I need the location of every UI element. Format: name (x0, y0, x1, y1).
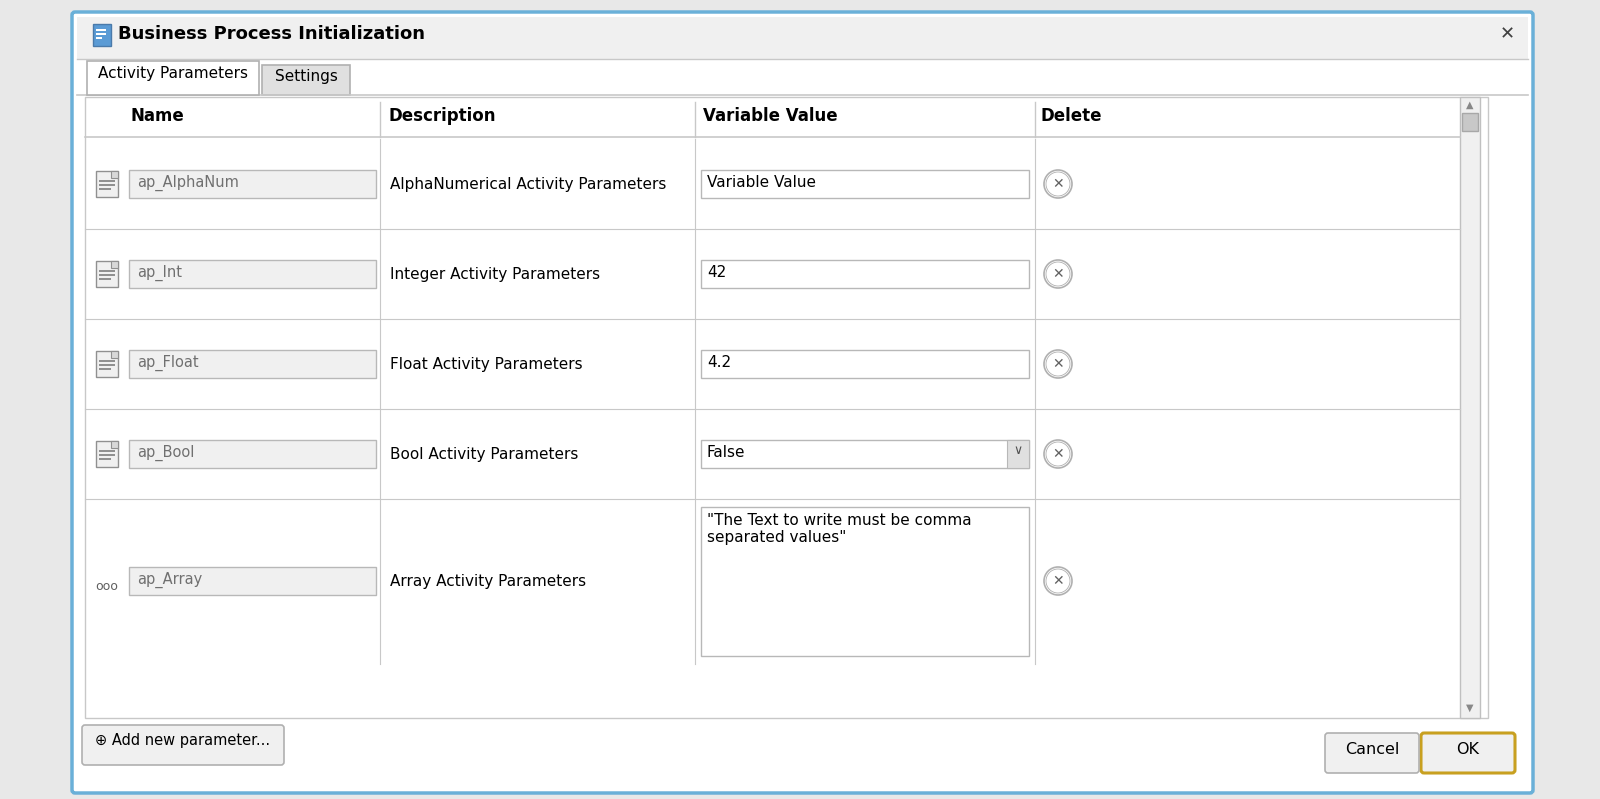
Text: False: False (707, 445, 746, 460)
Bar (99, 458, 110, 460)
Bar (130, 567, 376, 595)
Text: ✕: ✕ (1501, 25, 1515, 43)
Text: ap_Int: ap_Int (138, 265, 182, 281)
Bar (99, 454, 115, 456)
Circle shape (1046, 262, 1070, 286)
Text: ⊕ Add new parameter...: ⊕ Add new parameter... (96, 733, 270, 748)
Bar (701, 440, 1029, 468)
Bar (93, 24, 110, 46)
Bar (96, 261, 118, 287)
Bar (96, 171, 118, 197)
Text: Delete: Delete (1040, 107, 1101, 125)
Bar (86, 61, 259, 95)
Bar (130, 440, 376, 468)
Bar (110, 261, 118, 268)
Text: Variable Value: Variable Value (707, 175, 816, 190)
Bar (99, 270, 115, 272)
Text: Array Activity Parameters: Array Activity Parameters (390, 574, 586, 589)
Bar (1006, 440, 1029, 468)
Bar (110, 441, 118, 448)
Text: Bool Activity Parameters: Bool Activity Parameters (390, 447, 578, 462)
Text: ∨: ∨ (1013, 444, 1022, 457)
Text: ✕: ✕ (1053, 357, 1064, 371)
Circle shape (1043, 350, 1072, 378)
Bar (701, 260, 1029, 288)
Text: ap_Array: ap_Array (138, 572, 202, 588)
Bar (96, 33, 106, 35)
Bar (96, 37, 102, 39)
Text: Integer Activity Parameters: Integer Activity Parameters (390, 267, 600, 282)
Text: "The Text to write must be comma
separated values": "The Text to write must be comma separat… (707, 513, 971, 546)
Bar (130, 170, 376, 198)
Bar (99, 364, 115, 366)
FancyBboxPatch shape (82, 725, 285, 765)
Text: 4.2: 4.2 (707, 355, 731, 370)
FancyBboxPatch shape (1421, 733, 1515, 773)
Bar (99, 278, 110, 280)
Text: AlphaNumerical Activity Parameters: AlphaNumerical Activity Parameters (390, 177, 666, 192)
Bar (701, 507, 1029, 656)
Bar (110, 351, 118, 358)
Bar (85, 97, 1488, 718)
Text: OK: OK (1456, 742, 1480, 757)
Bar (99, 360, 115, 362)
Bar (99, 368, 110, 370)
Bar (110, 171, 118, 178)
Bar (99, 184, 115, 186)
Bar (130, 350, 376, 378)
Text: Activity Parameters: Activity Parameters (98, 66, 248, 81)
Bar (96, 441, 118, 467)
Bar (1459, 97, 1480, 718)
Text: Float Activity Parameters: Float Activity Parameters (390, 357, 582, 372)
Text: Cancel: Cancel (1346, 742, 1398, 757)
Text: ✕: ✕ (1053, 574, 1064, 588)
Text: Business Process Initialization: Business Process Initialization (118, 25, 426, 43)
Circle shape (1046, 172, 1070, 196)
FancyBboxPatch shape (1325, 733, 1419, 773)
Circle shape (1043, 567, 1072, 595)
Text: Variable Value: Variable Value (702, 107, 838, 125)
Bar (130, 260, 376, 288)
Bar (99, 274, 115, 276)
Circle shape (1046, 352, 1070, 376)
Bar (96, 351, 118, 377)
Bar (99, 188, 110, 190)
Circle shape (1046, 442, 1070, 466)
Text: ▼: ▼ (1466, 703, 1474, 713)
Text: ap_Bool: ap_Bool (138, 445, 194, 461)
Bar (1462, 113, 1478, 131)
Text: Settings: Settings (275, 69, 338, 84)
Text: ✕: ✕ (1053, 267, 1064, 281)
Circle shape (1046, 569, 1070, 593)
Text: ▲: ▲ (1466, 100, 1474, 110)
Text: 42: 42 (707, 265, 726, 280)
Text: ✕: ✕ (1053, 177, 1064, 191)
FancyBboxPatch shape (72, 12, 1533, 793)
Bar (77, 17, 1528, 59)
Text: Name: Name (130, 107, 184, 125)
Circle shape (1043, 440, 1072, 468)
Bar (96, 29, 106, 31)
Circle shape (1043, 260, 1072, 288)
Text: ap_Float: ap_Float (138, 355, 198, 372)
Bar (262, 65, 350, 95)
Text: Description: Description (387, 107, 496, 125)
Bar (99, 450, 115, 452)
Circle shape (1043, 170, 1072, 198)
Text: ooo: ooo (96, 581, 118, 594)
Bar (701, 170, 1029, 198)
Bar (701, 350, 1029, 378)
Bar (99, 180, 115, 182)
Text: ✕: ✕ (1053, 447, 1064, 461)
Text: ap_AlphaNum: ap_AlphaNum (138, 175, 238, 191)
